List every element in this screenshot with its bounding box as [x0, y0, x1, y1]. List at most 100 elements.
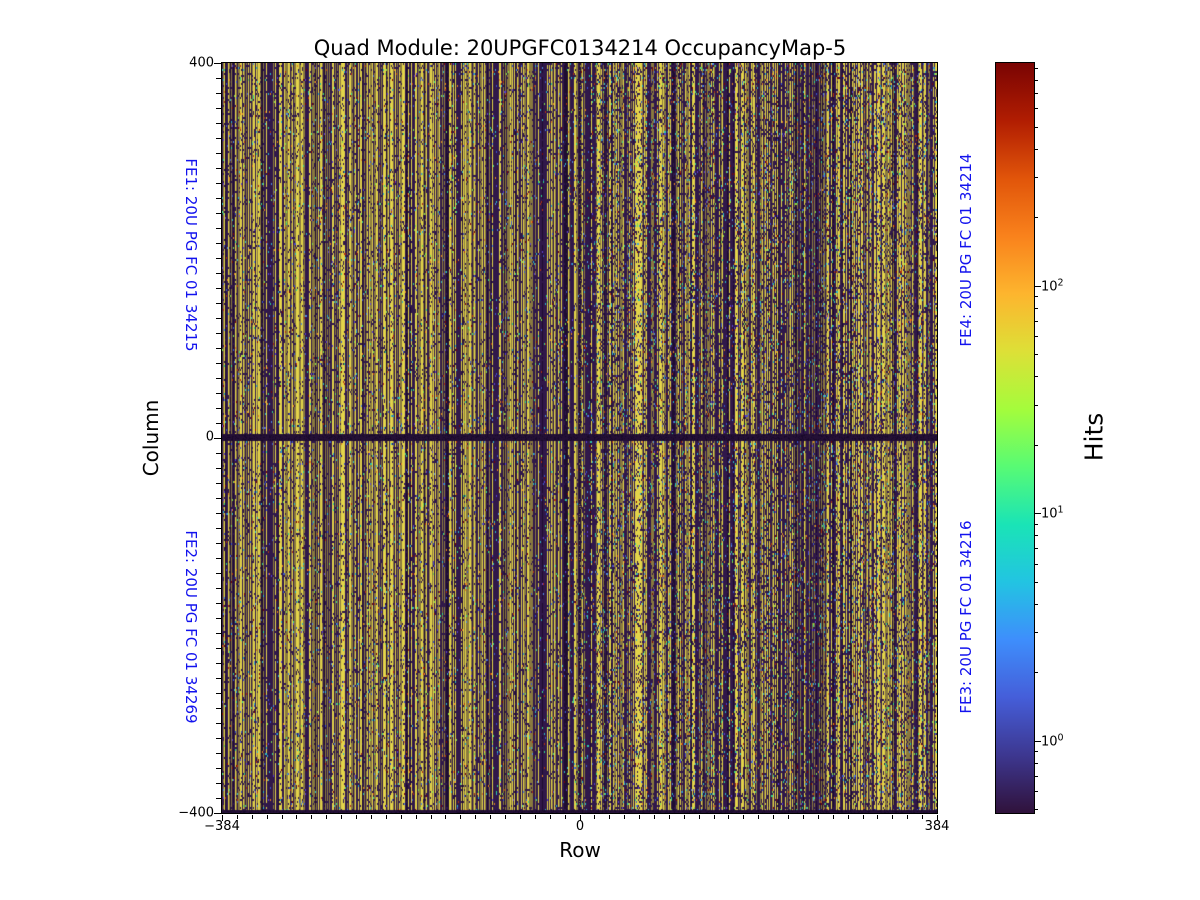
- x-axis-title: Row: [559, 838, 601, 862]
- tick-mark: [1035, 354, 1038, 355]
- tick-mark: [863, 815, 864, 819]
- tick-mark: [1035, 513, 1041, 514]
- tick-mark: [520, 815, 521, 819]
- fe3-chip-label: FE3: 20U PG FC 01 34216: [957, 520, 975, 714]
- tick-mark: [371, 815, 372, 819]
- tick-mark: [1035, 548, 1038, 549]
- tick-mark: [550, 815, 551, 819]
- tick-mark: [216, 468, 221, 469]
- tick-mark: [222, 815, 223, 821]
- tick-mark: [216, 408, 221, 409]
- tick-mark: [877, 815, 878, 819]
- y-axis-title: Column: [139, 399, 163, 477]
- tick-mark: [1035, 336, 1038, 337]
- tick-mark: [490, 815, 491, 819]
- tick-mark: [1035, 68, 1038, 69]
- tick-mark: [728, 815, 729, 819]
- tick-mark: [684, 815, 685, 819]
- plot-area: [221, 62, 938, 814]
- tick-mark: [1035, 108, 1038, 109]
- tick-mark: [216, 483, 221, 484]
- tick-mark: [624, 815, 625, 819]
- tick-mark: [216, 738, 221, 739]
- tick-mark: [216, 768, 221, 769]
- tick-mark: [216, 708, 221, 709]
- tick-mark: [609, 815, 610, 819]
- tick-mark: [252, 815, 253, 819]
- y-tick-label-neg400: −400: [178, 805, 214, 821]
- tick-mark: [788, 815, 789, 819]
- tick-mark: [216, 513, 221, 514]
- tick-mark: [758, 815, 759, 819]
- tick-mark: [743, 815, 744, 819]
- tick-mark: [580, 815, 581, 821]
- tick-mark: [773, 815, 774, 819]
- colorbar-title: Hits: [1079, 412, 1109, 462]
- tick-mark: [216, 183, 221, 184]
- tick-mark: [216, 348, 221, 349]
- tick-mark: [216, 273, 221, 274]
- tick-mark: [216, 258, 221, 259]
- tick-mark: [296, 815, 297, 819]
- tick-mark: [216, 108, 221, 109]
- tick-mark: [416, 815, 417, 819]
- tick-mark: [216, 78, 221, 79]
- plot-title: Quad Module: 20UPGFC0134214 OccupancyMap…: [313, 36, 847, 60]
- tick-mark: [1035, 308, 1038, 309]
- tick-mark: [1035, 445, 1038, 446]
- tick-mark: [475, 815, 476, 819]
- tick-mark: [460, 815, 461, 819]
- tick-mark: [1035, 321, 1038, 322]
- tick-mark: [803, 815, 804, 819]
- tick-mark: [216, 603, 221, 604]
- tick-mark: [1035, 791, 1038, 792]
- colorbar-tick-100: 102: [1041, 276, 1064, 295]
- tick-mark: [1035, 776, 1038, 777]
- tick-mark: [1035, 582, 1038, 583]
- tick-mark: [356, 815, 357, 819]
- fe4-chip-label: FE4: 20U PG FC 01 34214: [957, 153, 975, 347]
- fe1-chip-label: FE1: 20U PG FC 01 34215: [182, 158, 200, 352]
- tick-mark: [892, 815, 893, 819]
- tick-mark: [1035, 149, 1038, 150]
- tick-mark: [311, 815, 312, 819]
- tick-mark: [1035, 564, 1038, 565]
- tick-mark: [216, 453, 221, 454]
- tick-mark: [1035, 524, 1038, 525]
- occupancy-heatmap: [222, 63, 937, 813]
- colorbar-tick-10: 101: [1041, 504, 1064, 522]
- tick-mark: [216, 153, 221, 154]
- tick-mark: [907, 815, 908, 819]
- tick-mark: [216, 378, 221, 379]
- tick-mark: [1035, 535, 1038, 536]
- tick-mark: [1035, 376, 1038, 377]
- tick-mark: [1035, 809, 1038, 810]
- tick-mark: [216, 663, 221, 664]
- tick-mark: [216, 723, 221, 724]
- tick-mark: [535, 815, 536, 819]
- tick-mark: [216, 678, 221, 679]
- tick-mark: [1035, 286, 1041, 287]
- x-tick-label-0: 0: [575, 819, 585, 834]
- tick-mark: [1035, 217, 1038, 218]
- tick-mark: [1035, 632, 1038, 633]
- tick-mark: [237, 815, 238, 819]
- tick-mark: [431, 815, 432, 819]
- tick-mark: [216, 618, 221, 619]
- tick-mark: [216, 633, 221, 634]
- tick-mark: [669, 815, 670, 819]
- tick-mark: [216, 243, 221, 244]
- tick-mark: [1035, 741, 1041, 742]
- tick-mark: [216, 423, 221, 424]
- tick-mark: [216, 288, 221, 289]
- tick-mark: [833, 815, 834, 819]
- tick-mark: [216, 333, 221, 334]
- tick-mark: [818, 815, 819, 819]
- tick-mark: [937, 815, 938, 821]
- tick-mark: [714, 815, 715, 819]
- tick-mark: [326, 815, 327, 819]
- tick-mark: [654, 815, 655, 819]
- tick-mark: [639, 815, 640, 819]
- x-tick-label-384: 384: [924, 819, 950, 834]
- colorbar-tick-1: 100: [1041, 732, 1064, 750]
